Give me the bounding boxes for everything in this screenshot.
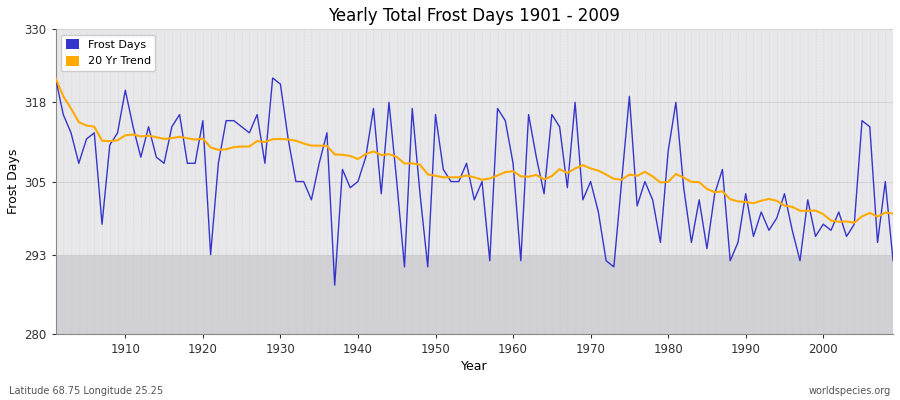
Frost Days — [329, 283, 340, 288]
Frost Days — [608, 264, 619, 269]
Frost Days — [887, 258, 898, 263]
X-axis label: Year: Year — [461, 360, 488, 373]
20 Yr Trend — [887, 211, 898, 216]
Bar — [56, 255, 893, 334]
Frost Days — [112, 130, 123, 135]
20 Yr Trend — [329, 152, 340, 157]
20 Yr Trend — [600, 172, 611, 177]
Frost Days — [508, 161, 518, 166]
Text: worldspecies.org: worldspecies.org — [809, 386, 891, 396]
Y-axis label: Frost Days: Frost Days — [7, 149, 20, 214]
20 Yr Trend — [112, 138, 123, 143]
Frost Days — [283, 136, 293, 141]
Line: 20 Yr Trend: 20 Yr Trend — [56, 78, 893, 223]
20 Yr Trend — [50, 76, 61, 80]
20 Yr Trend — [508, 169, 518, 174]
Title: Yearly Total Frost Days 1901 - 2009: Yearly Total Frost Days 1901 - 2009 — [328, 7, 620, 25]
Frost Days — [337, 167, 347, 172]
Frost Days — [516, 258, 526, 263]
20 Yr Trend — [500, 170, 510, 174]
Line: Frost Days: Frost Days — [56, 78, 893, 285]
Text: Latitude 68.75 Longitude 25.25: Latitude 68.75 Longitude 25.25 — [9, 386, 163, 396]
Frost Days — [50, 76, 61, 80]
20 Yr Trend — [283, 137, 293, 142]
20 Yr Trend — [849, 220, 859, 225]
Legend: Frost Days, 20 Yr Trend: Frost Days, 20 Yr Trend — [61, 35, 156, 71]
